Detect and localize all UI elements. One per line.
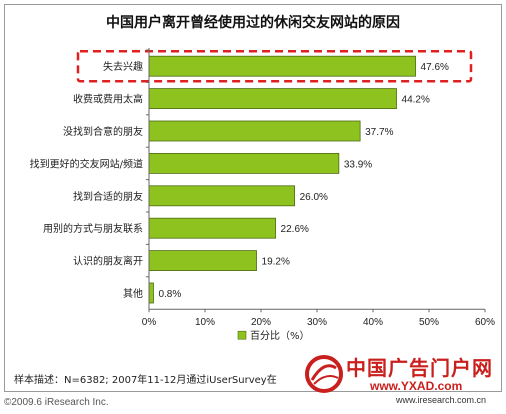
x-tick-label-2: 10% (195, 317, 215, 328)
highlight-box (76, 49, 473, 83)
value-label-6: 22.6% (281, 224, 309, 235)
value-label-5: 26.0% (300, 192, 328, 203)
category-label-8: 其他 (123, 287, 143, 300)
bar-3 (148, 120, 361, 142)
bar-2 (148, 88, 397, 109)
bar-1 (148, 55, 416, 77)
x-tick-label-5: 40% (363, 317, 383, 328)
value-label-3: 37.7% (365, 127, 393, 138)
value-label-8: 0.8% (158, 289, 181, 300)
value-label-1: 47.6% (421, 62, 449, 73)
bar-7 (148, 250, 257, 272)
watermark-site: www.YXAD.com (370, 379, 463, 393)
value-label-4: 33.9% (344, 159, 372, 170)
x-tick-label-7: 60% (475, 317, 495, 328)
bar-6 (148, 217, 276, 239)
bar-4 (148, 152, 340, 174)
category-label-6: 用别的方式与朋友联系 (43, 222, 143, 235)
x-tick-label-6: 50% (419, 317, 439, 328)
x-tick-label-1: 0% (142, 317, 157, 328)
category-label-7: 认识的朋友离开 (73, 255, 143, 268)
watermark-logo: 中国广告门户网 www.YXAD.com www.iresearch.com.c… (300, 352, 500, 410)
category-label-1: 失去兴趣 (103, 60, 143, 73)
value-label-7: 19.2% (262, 257, 290, 268)
chart-title: 中国用户离开曾经使用过的休闲交友网站的原因 (106, 14, 400, 31)
watermark-url: www.iresearch.com.cn (396, 395, 487, 405)
legend-label: 百分比（%） (250, 330, 310, 342)
category-label-2: 收费或费用太高 (73, 93, 143, 106)
x-tick-label-3: 20% (251, 317, 271, 328)
legend-swatch (237, 330, 247, 340)
bar-5 (148, 185, 296, 207)
value-label-2: 44.2% (402, 95, 430, 106)
bar-8 (148, 282, 154, 304)
category-label-5: 找到合适的朋友 (73, 190, 143, 203)
watermark-title: 中国广告门户网 (346, 356, 493, 380)
copyright: ©2009.6 iResearch Inc. (4, 397, 109, 408)
sample-note: 样本描述：N=6382; 2007年11-12月通过iUserSurvey在 (14, 375, 277, 386)
category-label-4: 找到更好的交友网站/频道 (30, 157, 143, 170)
swirl-logo-icon (305, 355, 343, 393)
x-tick-label-4: 30% (307, 317, 327, 328)
category-label-3: 没找到合意的朋友 (63, 125, 143, 138)
